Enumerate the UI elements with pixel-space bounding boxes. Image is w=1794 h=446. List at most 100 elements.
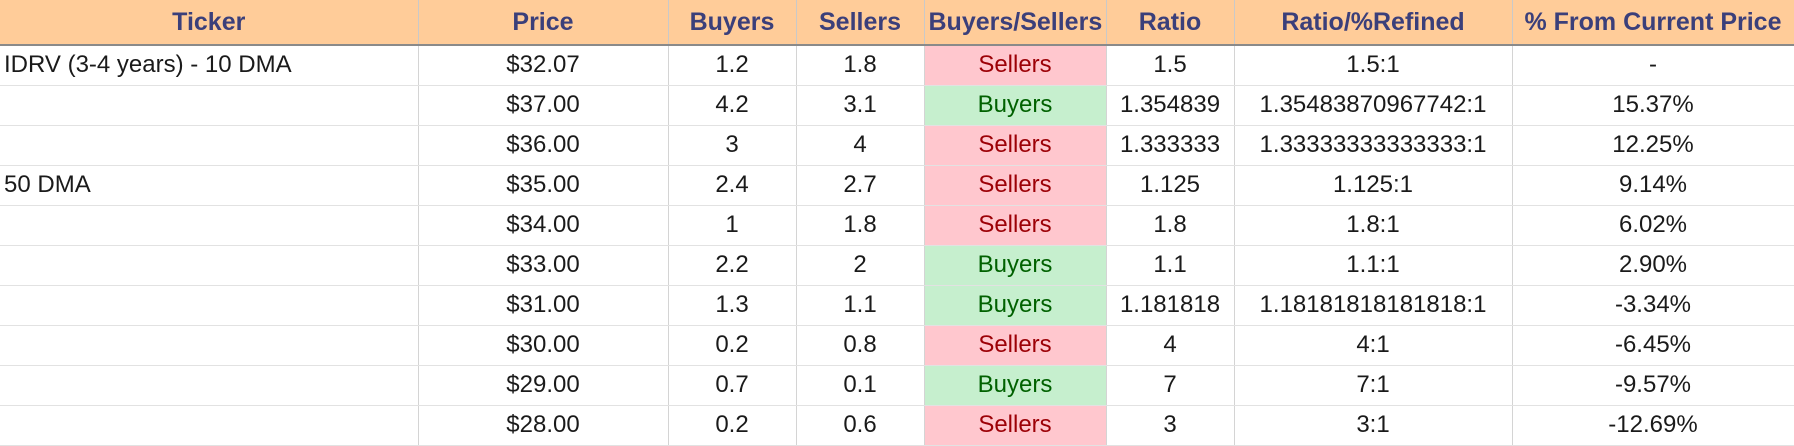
- price-cell[interactable]: $33.00: [418, 245, 669, 286]
- buyers-cell[interactable]: 0.2: [668, 325, 797, 366]
- sellers-cell[interactable]: 0.6: [796, 405, 925, 446]
- price-cell[interactable]: $29.00: [418, 365, 669, 406]
- ratio-cell[interactable]: 1.8: [1106, 205, 1235, 246]
- price-cell[interactable]: $28.00: [418, 405, 669, 446]
- ratio-cell[interactable]: 7: [1106, 365, 1235, 406]
- header-ticker[interactable]: Ticker: [0, 0, 419, 46]
- table-row: $34.00 1 1.8 Sellers 1.8 1.8:1 6.02%: [0, 205, 1794, 246]
- ticker-cell[interactable]: [0, 85, 419, 126]
- ticker-cell[interactable]: [0, 285, 419, 326]
- table-row: 50 DMA $35.00 2.4 2.7 Sellers 1.125 1.125:1 9.1…: [0, 165, 1794, 206]
- ratio-refined-cell[interactable]: 1.125:1: [1234, 165, 1513, 206]
- header-pct-from-current[interactable]: % From Current Price: [1512, 0, 1794, 46]
- ratio-cell[interactable]: 3: [1106, 405, 1235, 446]
- pct-from-current-cell[interactable]: 12.25%: [1512, 125, 1794, 166]
- pct-from-current-cell[interactable]: 9.14%: [1512, 165, 1794, 206]
- ticker-cell[interactable]: [0, 325, 419, 366]
- buyers-sellers-cell[interactable]: Sellers: [924, 405, 1107, 446]
- buyers-cell[interactable]: 1.3: [668, 285, 797, 326]
- buyers-cell[interactable]: 0.2: [668, 405, 797, 446]
- ratio-cell[interactable]: 1.125: [1106, 165, 1235, 206]
- buyers-sellers-cell[interactable]: Buyers: [924, 365, 1107, 406]
- buyers-sellers-cell[interactable]: Buyers: [924, 85, 1107, 126]
- price-cell[interactable]: $37.00: [418, 85, 669, 126]
- price-cell[interactable]: $32.07: [418, 45, 669, 86]
- table-row: $36.00 3 4 Sellers 1.333333 1.33333333333333:…: [0, 125, 1794, 166]
- pct-from-current-cell[interactable]: 6.02%: [1512, 205, 1794, 246]
- table-body: IDRV (3-4 years) - 10 DMA $32.07 1.2 1.8 Sel…: [0, 45, 1794, 446]
- price-cell[interactable]: $31.00: [418, 285, 669, 326]
- buyers-sellers-cell[interactable]: Sellers: [924, 205, 1107, 246]
- sellers-cell[interactable]: 0.1: [796, 365, 925, 406]
- price-cell[interactable]: $35.00: [418, 165, 669, 206]
- price-cell[interactable]: $36.00: [418, 125, 669, 166]
- ratio-cell[interactable]: 4: [1106, 325, 1235, 366]
- header-buyers[interactable]: Buyers: [668, 0, 797, 46]
- table-row: $28.00 0.2 0.6 Sellers 3 3:1 -12.69%: [0, 405, 1794, 446]
- buyers-cell[interactable]: 1.2: [668, 45, 797, 86]
- sellers-cell[interactable]: 1.1: [796, 285, 925, 326]
- sellers-cell[interactable]: 2.7: [796, 165, 925, 206]
- header-ratio[interactable]: Ratio: [1106, 0, 1235, 46]
- header-row: Ticker Price Buyers Sellers Buyers/Selle…: [0, 0, 1794, 46]
- buyers-sellers-cell[interactable]: Sellers: [924, 45, 1107, 86]
- ticker-cell[interactable]: IDRV (3-4 years) - 10 DMA: [0, 45, 419, 86]
- sellers-cell[interactable]: 2: [796, 245, 925, 286]
- buyers-cell[interactable]: 1: [668, 205, 797, 246]
- ratio-refined-cell[interactable]: 1.33333333333333:1: [1234, 125, 1513, 166]
- buyers-cell[interactable]: 3: [668, 125, 797, 166]
- sellers-cell[interactable]: 0.8: [796, 325, 925, 366]
- buyers-cell[interactable]: 0.7: [668, 365, 797, 406]
- buyers-cell[interactable]: 4.2: [668, 85, 797, 126]
- buyers-cell[interactable]: 2.4: [668, 165, 797, 206]
- pct-from-current-cell[interactable]: -9.57%: [1512, 365, 1794, 406]
- buyers-sellers-cell[interactable]: Sellers: [924, 325, 1107, 366]
- header-ratio-refined[interactable]: Ratio/%Refined: [1234, 0, 1513, 46]
- sellers-cell[interactable]: 1.8: [796, 45, 925, 86]
- header-price[interactable]: Price: [418, 0, 669, 46]
- buyers-sellers-cell[interactable]: Sellers: [924, 165, 1107, 206]
- sellers-cell[interactable]: 3.1: [796, 85, 925, 126]
- ratio-refined-cell[interactable]: 1.35483870967742:1: [1234, 85, 1513, 126]
- price-cell[interactable]: $34.00: [418, 205, 669, 246]
- buyers-cell[interactable]: 2.2: [668, 245, 797, 286]
- ratio-cell[interactable]: 1.333333: [1106, 125, 1235, 166]
- ratio-cell[interactable]: 1.354839: [1106, 85, 1235, 126]
- sellers-cell[interactable]: 4: [796, 125, 925, 166]
- buyers-sellers-cell[interactable]: Buyers: [924, 245, 1107, 286]
- table-row: IDRV (3-4 years) - 10 DMA $32.07 1.2 1.8 Sel…: [0, 45, 1794, 86]
- ratio-refined-cell[interactable]: 1.5:1: [1234, 45, 1513, 86]
- header-buyers-sellers[interactable]: Buyers/Sellers: [924, 0, 1107, 46]
- ratio-refined-cell[interactable]: 1.1:1: [1234, 245, 1513, 286]
- ratio-refined-cell[interactable]: 1.8:1: [1234, 205, 1513, 246]
- ticker-cell[interactable]: 50 DMA: [0, 165, 419, 206]
- ratio-refined-cell[interactable]: 1.18181818181818:1: [1234, 285, 1513, 326]
- ratio-refined-cell[interactable]: 4:1: [1234, 325, 1513, 366]
- price-cell[interactable]: $30.00: [418, 325, 669, 366]
- pct-from-current-cell[interactable]: -6.45%: [1512, 325, 1794, 366]
- ticker-cell[interactable]: [0, 405, 419, 446]
- header-sellers[interactable]: Sellers: [796, 0, 925, 46]
- ticker-cell[interactable]: [0, 125, 419, 166]
- table-row: $31.00 1.3 1.1 Buyers 1.181818 1.181818181818…: [0, 285, 1794, 326]
- table-row: $29.00 0.7 0.1 Buyers 7 7:1 -9.57%: [0, 365, 1794, 406]
- pct-from-current-cell[interactable]: 15.37%: [1512, 85, 1794, 126]
- ticker-cell[interactable]: [0, 245, 419, 286]
- ticker-cell[interactable]: [0, 205, 419, 246]
- ratio-refined-cell[interactable]: 7:1: [1234, 365, 1513, 406]
- pct-from-current-cell[interactable]: -3.34%: [1512, 285, 1794, 326]
- buyers-sellers-cell[interactable]: Buyers: [924, 285, 1107, 326]
- table-row: $30.00 0.2 0.8 Sellers 4 4:1 -6.45%: [0, 325, 1794, 366]
- ratio-cell[interactable]: 1.5: [1106, 45, 1235, 86]
- ticker-cell[interactable]: [0, 365, 419, 406]
- pct-from-current-cell[interactable]: 2.90%: [1512, 245, 1794, 286]
- ratio-cell[interactable]: 1.181818: [1106, 285, 1235, 326]
- table-row: $33.00 2.2 2 Buyers 1.1 1.1:1 2.90%: [0, 245, 1794, 286]
- pct-from-current-cell[interactable]: -12.69%: [1512, 405, 1794, 446]
- buyers-sellers-cell[interactable]: Sellers: [924, 125, 1107, 166]
- sellers-cell[interactable]: 1.8: [796, 205, 925, 246]
- table-header: Ticker Price Buyers Sellers Buyers/Selle…: [0, 0, 1794, 46]
- pct-from-current-cell[interactable]: -: [1512, 45, 1794, 86]
- ratio-refined-cell[interactable]: 3:1: [1234, 405, 1513, 446]
- ratio-cell[interactable]: 1.1: [1106, 245, 1235, 286]
